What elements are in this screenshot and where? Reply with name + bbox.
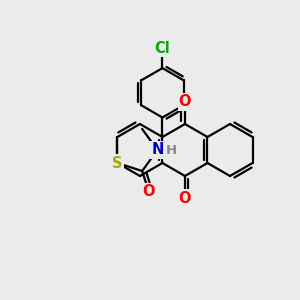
Text: H: H: [166, 143, 177, 157]
Text: S: S: [112, 155, 123, 170]
Text: O: O: [142, 184, 155, 199]
Text: N: N: [151, 142, 164, 158]
Text: O: O: [179, 94, 191, 110]
Text: O: O: [179, 190, 191, 206]
Text: S: S: [112, 155, 123, 170]
Text: Cl: Cl: [154, 41, 170, 56]
